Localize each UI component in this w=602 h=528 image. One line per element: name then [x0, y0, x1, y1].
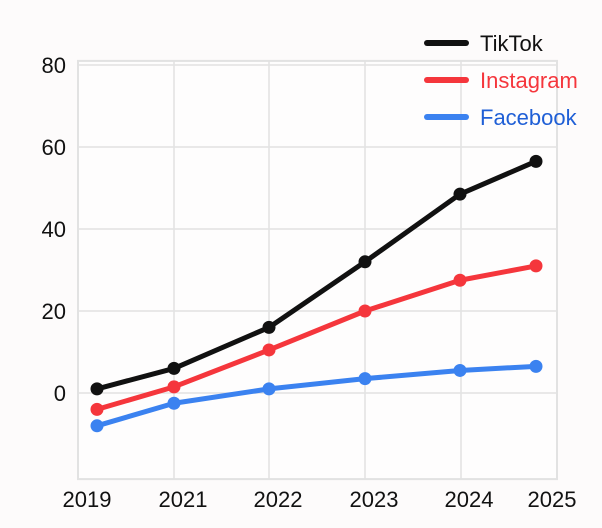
- series-lines: [90, 154, 543, 433]
- series-line: [94, 363, 539, 429]
- data-point: [167, 396, 181, 410]
- y-tick-label: 20: [42, 299, 66, 324]
- legend-label: Facebook: [480, 105, 578, 130]
- data-point: [90, 419, 104, 433]
- y-tick-label: 80: [42, 53, 66, 78]
- series-line: [94, 158, 539, 392]
- data-point: [262, 382, 276, 396]
- x-tick-label: 2022: [254, 487, 303, 512]
- y-tick-label: 40: [42, 217, 66, 242]
- data-point: [167, 361, 181, 375]
- data-point: [262, 343, 276, 357]
- x-tick-label: 2025: [528, 487, 577, 512]
- x-tick-label: 2021: [159, 487, 208, 512]
- data-point: [358, 255, 372, 269]
- data-point: [358, 372, 372, 386]
- legend: TikTok Instagram Facebook: [424, 31, 578, 130]
- data-point: [453, 187, 467, 201]
- data-point: [167, 380, 181, 394]
- x-axis: 2019 2021 2022 2023 2024 2025: [63, 487, 577, 512]
- data-point: [90, 382, 104, 396]
- data-point: [90, 402, 104, 416]
- legend-label: Instagram: [480, 68, 578, 93]
- data-point: [358, 304, 372, 318]
- y-tick-label: 60: [42, 135, 66, 160]
- data-point: [529, 154, 543, 168]
- data-point: [529, 359, 543, 373]
- series-tiktok: [90, 154, 543, 396]
- series-instagram: [90, 259, 543, 416]
- series-line: [94, 263, 539, 412]
- data-point: [262, 320, 276, 334]
- data-point: [453, 273, 467, 287]
- x-tick-label: 2023: [350, 487, 399, 512]
- y-axis: 80 60 40 20 0: [42, 53, 66, 406]
- data-point: [453, 363, 467, 377]
- y-tick-label: 0: [54, 381, 66, 406]
- x-tick-label: 2024: [445, 487, 494, 512]
- series-facebook: [90, 359, 543, 433]
- x-tick-label: 2019: [63, 487, 112, 512]
- legend-label: TikTok: [480, 31, 544, 56]
- data-point: [529, 259, 543, 273]
